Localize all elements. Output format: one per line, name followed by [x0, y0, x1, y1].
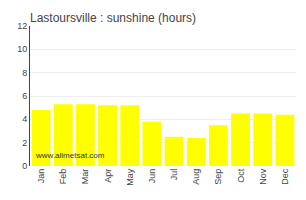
- svg-text:Mar: Mar: [80, 169, 90, 185]
- svg-text:12: 12: [17, 21, 27, 31]
- svg-text:www.allmetsat.com: www.allmetsat.com: [35, 151, 105, 160]
- svg-text:10: 10: [17, 44, 27, 54]
- svg-text:Feb: Feb: [58, 169, 68, 185]
- svg-text:May: May: [125, 168, 135, 186]
- svg-text:Jun: Jun: [147, 169, 157, 184]
- svg-text:4: 4: [22, 114, 27, 124]
- svg-text:6: 6: [22, 91, 27, 101]
- svg-text:0: 0: [22, 161, 27, 171]
- svg-text:Nov: Nov: [258, 168, 268, 185]
- svg-text:2: 2: [22, 138, 27, 148]
- svg-text:8: 8: [22, 68, 27, 78]
- svg-text:Aug: Aug: [191, 169, 201, 185]
- svg-text:Apr: Apr: [103, 169, 113, 183]
- svg-text:Jan: Jan: [36, 169, 46, 184]
- svg-text:Lastoursville : sunshine (hour: Lastoursville : sunshine (hours): [30, 11, 196, 25]
- svg-text:Sep: Sep: [213, 169, 223, 185]
- svg-text:Dec: Dec: [280, 168, 290, 185]
- svg-text:Jul: Jul: [169, 169, 179, 181]
- svg-text:Oct: Oct: [236, 168, 246, 183]
